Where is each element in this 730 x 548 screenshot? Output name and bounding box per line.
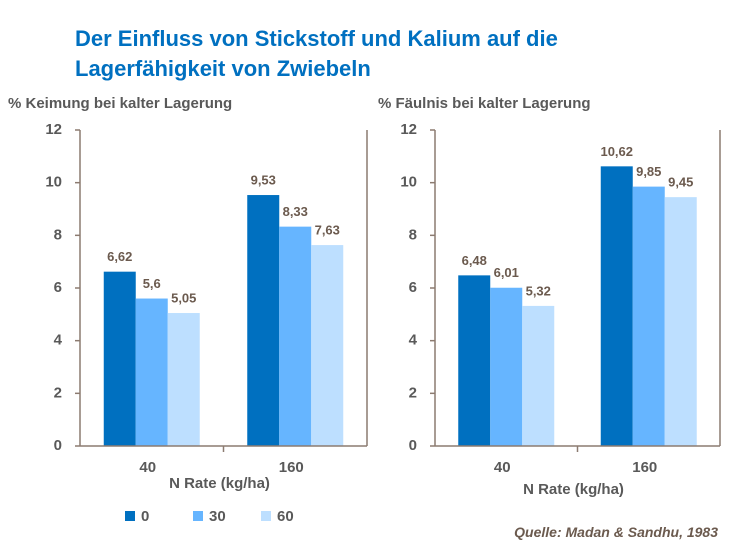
value-label: 5,6 [143,276,161,291]
value-label: 6,62 [107,249,132,264]
y-tick-label: 8 [54,226,62,243]
page-title: Der Einfluss von Stickstoff und Kalium a… [75,26,558,81]
bar [279,226,312,446]
legend-label: 30 [209,508,226,525]
y-axis-label: % Keimung bei kalter Lagerung [8,95,232,112]
x-tick-label: 160 [279,459,304,476]
bar [522,305,555,446]
y-tick-label: 12 [400,121,417,138]
legend-label: 60 [277,508,294,525]
bar [247,195,280,446]
legend-swatch [261,511,271,521]
bar [490,287,523,446]
legend-label: 0 [141,508,149,525]
source-note: Quelle: Madan & Sandhu, 1983 [514,524,718,540]
x-tick-label: 40 [139,459,156,476]
x-tick-label: 40 [494,459,511,476]
y-tick-label: 6 [54,279,62,296]
bar [135,298,168,446]
y-tick-label: 0 [409,437,417,454]
y-tick-label: 2 [54,384,62,401]
bar [167,313,200,446]
y-axis-label: % Fäulnis bei kalter Lagerung [378,95,591,112]
value-label: 8,33 [283,204,308,219]
value-label: 5,05 [171,290,196,305]
value-label: 9,53 [251,172,276,187]
bar [458,275,491,446]
legend-swatch [193,511,203,521]
value-label: 10,62 [600,144,633,159]
y-tick-label: 10 [400,174,417,191]
y-tick-label: 0 [54,437,62,454]
value-label: 7,63 [315,223,340,238]
y-tick-label: 10 [45,174,62,191]
bar [664,197,697,446]
value-label: 9,45 [668,175,693,190]
value-label: 5,32 [526,283,551,298]
bar [103,271,136,446]
value-label: 6,01 [494,265,519,280]
y-tick-label: 2 [409,384,417,401]
value-label: 6,48 [462,253,487,268]
y-tick-label: 4 [409,332,418,349]
x-tick-label: 160 [632,459,657,476]
x-axis-label: N Rate (kg/ha) [523,481,624,498]
legend-swatch [125,511,135,521]
x-axis-label: N Rate (kg/ha) [169,475,270,492]
value-label: 9,85 [636,164,661,179]
y-tick-label: 4 [54,332,63,349]
bar [600,166,633,446]
y-tick-label: 12 [45,121,62,138]
y-tick-label: 8 [409,226,417,243]
y-tick-label: 6 [409,279,417,296]
bar [632,186,665,446]
bar [311,245,344,446]
